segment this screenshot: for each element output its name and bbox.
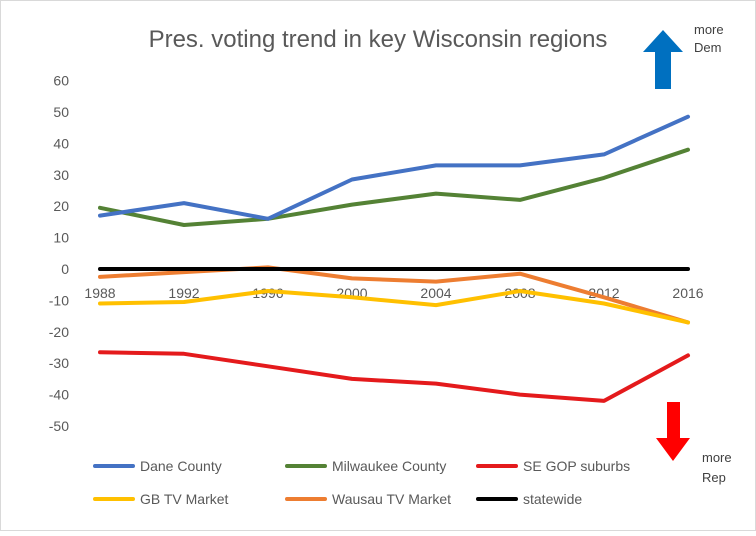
x-tick-label: 1992 bbox=[168, 285, 199, 301]
annotation-rep-line1: more bbox=[702, 450, 732, 465]
down-arrow-icon bbox=[656, 402, 690, 461]
series-line-se-gop-suburbs bbox=[98, 350, 690, 403]
series-line-dane-county bbox=[98, 114, 690, 221]
x-tick-label: 2004 bbox=[420, 285, 451, 301]
y-tick-label: 0 bbox=[61, 261, 69, 277]
y-tick-label: 20 bbox=[53, 198, 69, 214]
up-arrow-icon bbox=[643, 30, 683, 89]
legend-label: Wausau TV Market bbox=[332, 491, 451, 507]
y-tick-label: 60 bbox=[53, 73, 69, 89]
legend-label: Dane County bbox=[140, 458, 222, 474]
legend-label: SE GOP suburbs bbox=[523, 458, 630, 474]
chart-title: Pres. voting trend in key Wisconsin regi… bbox=[149, 26, 608, 53]
legend-label: Milwaukee County bbox=[332, 458, 446, 474]
y-tick-label: -50 bbox=[49, 418, 69, 434]
y-tick-label: 10 bbox=[53, 230, 69, 246]
x-tick-label: 2016 bbox=[672, 285, 703, 301]
y-tick-label: 30 bbox=[53, 167, 69, 183]
x-tick-label: 1988 bbox=[84, 285, 115, 301]
y-tick-label: -20 bbox=[49, 324, 69, 340]
annotation-dem-line2: Dem bbox=[694, 40, 721, 55]
annotation-rep-line2: Rep bbox=[702, 470, 726, 485]
series-line-milwaukee-county bbox=[98, 147, 690, 227]
y-tick-label: -30 bbox=[49, 355, 69, 371]
y-tick-label: 50 bbox=[53, 104, 69, 120]
series-line-wausau-tv-market bbox=[98, 265, 690, 325]
y-tick-label: -40 bbox=[49, 387, 69, 403]
legend-label: statewide bbox=[523, 491, 582, 507]
y-tick-label: -10 bbox=[49, 292, 69, 308]
y-tick-label: 40 bbox=[53, 135, 69, 151]
annotation-dem-line1: more bbox=[694, 22, 724, 37]
series-line-gb-tv-market bbox=[98, 289, 690, 325]
legend-label: GB TV Market bbox=[140, 491, 229, 507]
